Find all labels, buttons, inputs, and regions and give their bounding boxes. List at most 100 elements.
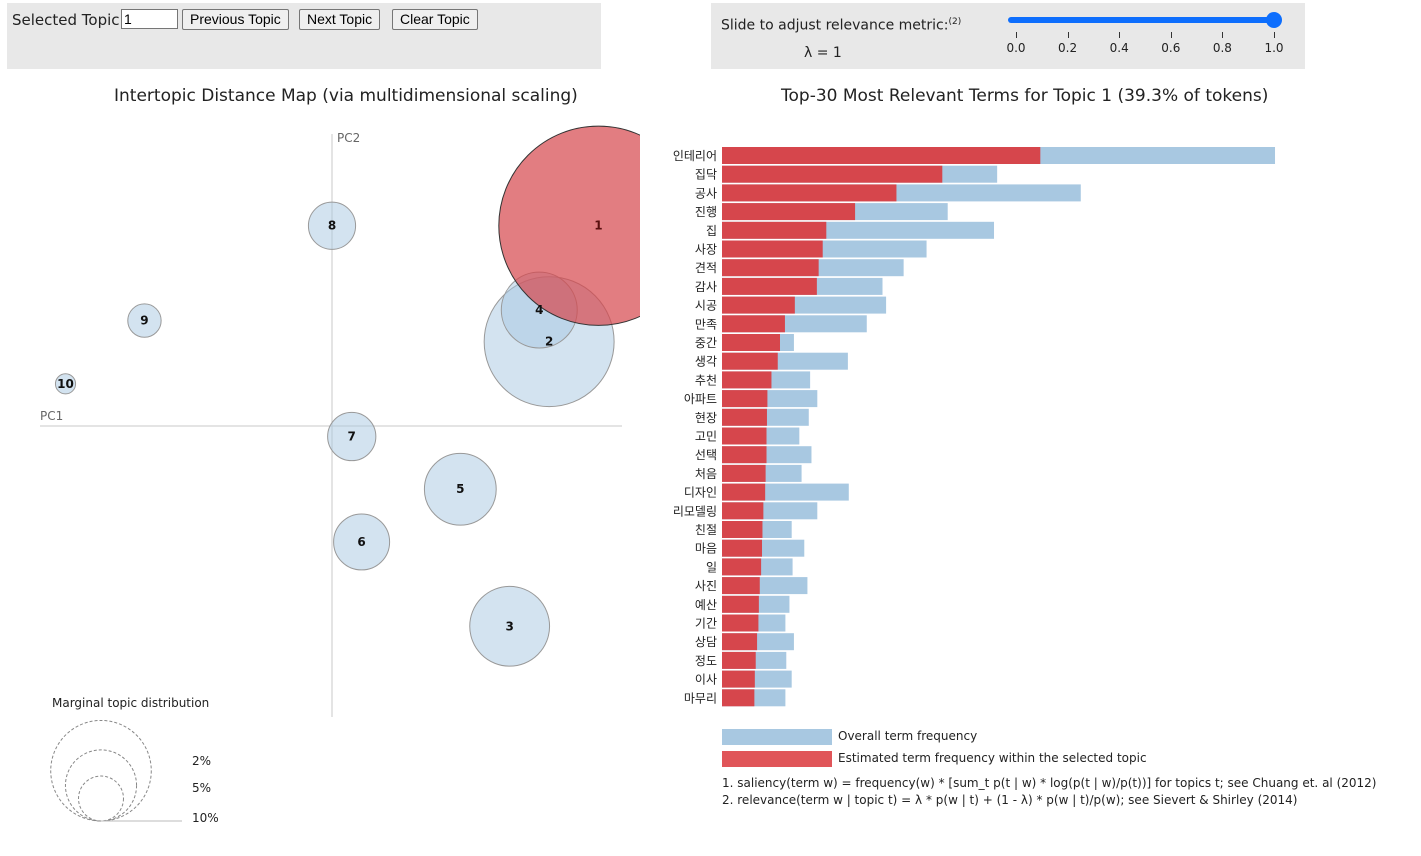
- slider-tick-mark: [1222, 32, 1224, 38]
- estimated-bar[interactable]: [722, 203, 856, 221]
- previous-topic-button[interactable]: Previous Topic: [182, 9, 289, 30]
- pc2-label: PC2: [337, 131, 360, 145]
- estimated-bar[interactable]: [722, 595, 759, 613]
- term-label[interactable]: 감사: [695, 280, 717, 294]
- selected-topic-label: Selected Topic:: [12, 11, 125, 29]
- slider-footnote: (2): [948, 17, 962, 27]
- slider-tick-label: 0.0: [1006, 41, 1026, 55]
- overall-frequency-swatch: [722, 729, 832, 745]
- estimated-bar[interactable]: [722, 502, 764, 520]
- estimated-bar[interactable]: [722, 334, 780, 351]
- topic-circle-7[interactable]: [327, 411, 377, 462]
- next-topic-button[interactable]: Next Topic: [299, 9, 381, 30]
- estimated-bar[interactable]: [722, 259, 819, 277]
- saliency-note: 1. saliency(term w) = frequency(w) * [su…: [722, 776, 1377, 790]
- estimated-bar[interactable]: [722, 670, 755, 688]
- estimated-bar[interactable]: [722, 483, 766, 501]
- topic-label-10: 10: [57, 377, 74, 391]
- term-label[interactable]: 디자인: [684, 486, 717, 500]
- term-label[interactable]: 이사: [695, 673, 717, 687]
- term-label[interactable]: 사진: [695, 579, 717, 593]
- topic-label-4: 4: [535, 303, 543, 317]
- term-label[interactable]: 추천: [695, 372, 717, 387]
- estimated-bar[interactable]: [722, 614, 759, 632]
- term-label[interactable]: 정도: [695, 654, 717, 668]
- term-label[interactable]: 리모델링: [673, 504, 717, 518]
- estimated-bar[interactable]: [722, 296, 795, 314]
- term-label[interactable]: 중간: [695, 336, 717, 350]
- term-label[interactable]: 상담: [695, 635, 717, 649]
- topic-circle-9[interactable]: [127, 303, 162, 338]
- estimated-bar[interactable]: [722, 184, 897, 202]
- slider-tick-label: 0.8: [1212, 41, 1232, 55]
- selected-topic-input[interactable]: [121, 9, 178, 29]
- topic-circle-6[interactable]: [333, 513, 391, 571]
- term-label[interactable]: 기간: [695, 617, 717, 631]
- term-label[interactable]: 집: [706, 224, 717, 238]
- estimated-bar[interactable]: [722, 165, 943, 183]
- topic-circle-5[interactable]: [423, 452, 497, 526]
- term-label[interactable]: 친절: [695, 523, 717, 537]
- estimated-bar[interactable]: [722, 427, 767, 445]
- estimated-bar[interactable]: [722, 464, 766, 482]
- relevance-slider-panel: Slide to adjust relevance metric:(2) λ =…: [711, 3, 1305, 69]
- term-label[interactable]: 고민: [695, 430, 717, 444]
- clear-topic-button[interactable]: Clear Topic: [392, 9, 478, 30]
- estimated-bar[interactable]: [722, 521, 763, 538]
- term-label[interactable]: 선택: [695, 448, 717, 462]
- estimated-bar[interactable]: [722, 446, 767, 464]
- slider-label-text: Slide to adjust relevance metric:: [721, 17, 949, 34]
- estimated-bar[interactable]: [722, 651, 756, 669]
- relevance-slider-track[interactable]: [1008, 17, 1273, 23]
- term-label[interactable]: 아파트: [684, 392, 717, 406]
- estimated-bar[interactable]: [722, 408, 767, 426]
- estimated-bar[interactable]: [722, 147, 1041, 164]
- marginal-level-label: 10%: [192, 811, 219, 825]
- topic-circle-3[interactable]: [469, 585, 551, 667]
- estimated-bar[interactable]: [722, 558, 762, 576]
- estimated-bar[interactable]: [722, 352, 778, 370]
- term-label[interactable]: 처음: [695, 467, 717, 481]
- term-label[interactable]: 예산: [695, 598, 717, 612]
- estimated-bar[interactable]: [722, 315, 785, 333]
- estimated-bar[interactable]: [722, 539, 763, 557]
- term-label[interactable]: 집닥: [695, 168, 717, 182]
- slider-tick-label: 0.6: [1161, 41, 1181, 55]
- relevance-slider-thumb[interactable]: [1266, 12, 1282, 28]
- term-label[interactable]: 견적: [695, 261, 717, 275]
- lambda-value: λ = 1: [804, 45, 842, 61]
- slider-tick-mark: [1170, 32, 1172, 38]
- topic-label-1: 1: [594, 219, 602, 233]
- marginal-circle: [78, 775, 124, 822]
- term-label[interactable]: 마무리: [684, 691, 717, 705]
- estimated-bar[interactable]: [722, 371, 772, 389]
- estimated-bar[interactable]: [722, 689, 755, 707]
- estimated-bar[interactable]: [722, 633, 758, 651]
- estimated-bar[interactable]: [722, 577, 760, 595]
- term-label[interactable]: 인테리어: [673, 149, 717, 163]
- term-label[interactable]: 만족: [695, 317, 717, 331]
- estimated-bar[interactable]: [722, 277, 817, 295]
- relevant-terms-bar-chart: 인테리어집닥공사진행집사장견적감사시공만족중간생각추천아파트현장고민선택처음디자…: [673, 147, 1276, 707]
- estimated-bar[interactable]: [722, 240, 823, 258]
- term-label[interactable]: 시공: [695, 299, 717, 313]
- marginal-circle: [50, 719, 152, 822]
- topic-label-9: 9: [140, 314, 148, 328]
- term-label[interactable]: 생각: [695, 355, 717, 369]
- term-label[interactable]: 진행: [695, 204, 717, 219]
- term-label[interactable]: 공사: [695, 186, 717, 200]
- topic-circle-1[interactable]: [498, 125, 640, 326]
- term-label[interactable]: 마음: [695, 542, 717, 556]
- slider-tick-mark: [1274, 32, 1275, 38]
- topic-circle-10[interactable]: [54, 373, 77, 395]
- term-label[interactable]: 현장: [695, 411, 717, 425]
- topic-label-3: 3: [505, 619, 513, 633]
- slider-tick-label: 1.0: [1264, 41, 1284, 55]
- topic-circle-8[interactable]: [307, 201, 357, 250]
- map-title: Intertopic Distance Map (via multidimens…: [114, 86, 578, 106]
- estimated-bar[interactable]: [722, 390, 768, 408]
- marginal-level-label: 5%: [192, 781, 211, 795]
- estimated-bar[interactable]: [722, 221, 827, 239]
- term-label[interactable]: 사장: [695, 243, 717, 257]
- term-label[interactable]: 일: [706, 560, 717, 574]
